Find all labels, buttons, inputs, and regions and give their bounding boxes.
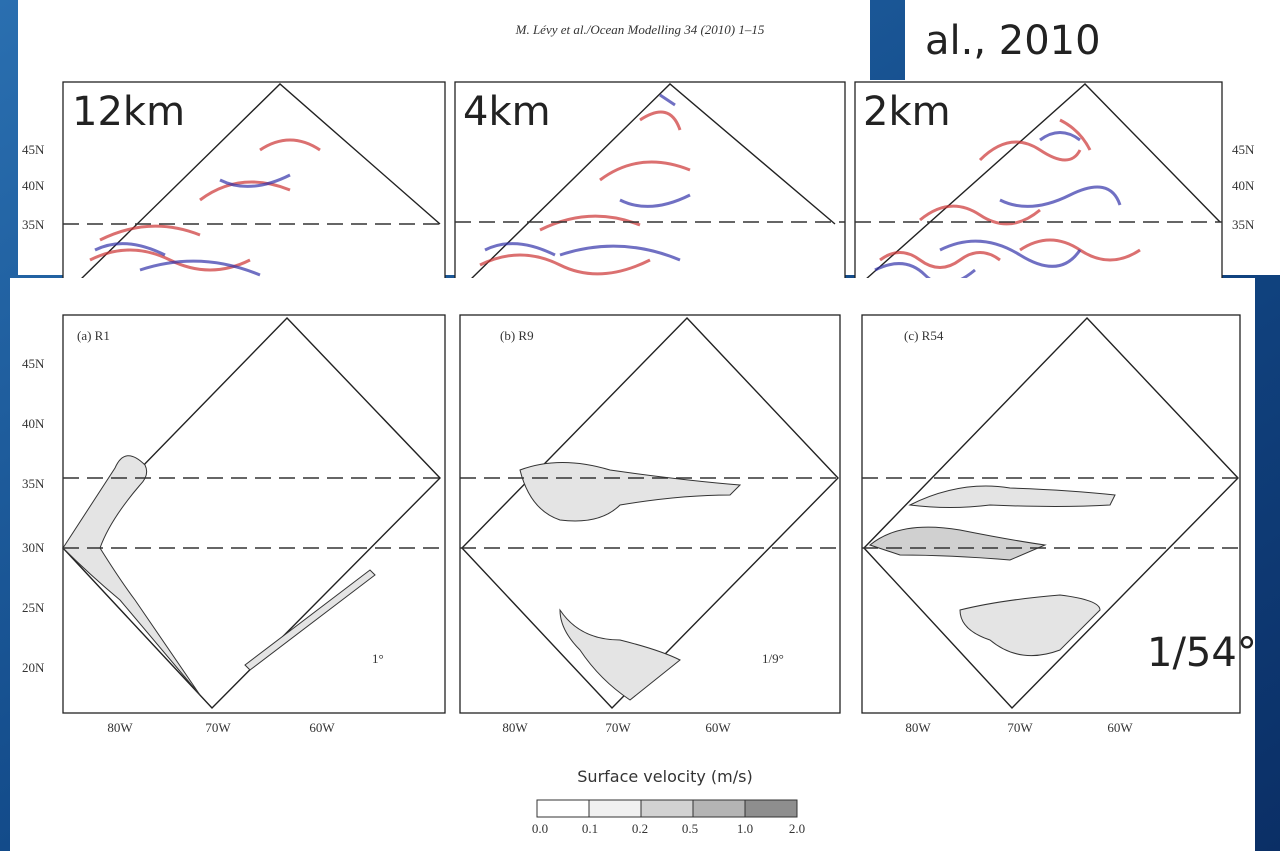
run-label: (a) R1	[77, 328, 110, 343]
lat-label: 25N	[22, 600, 45, 615]
lat-label: 45N	[1232, 142, 1255, 157]
lat-label: 35N	[22, 217, 45, 232]
colorbar-label: 0.1	[582, 821, 598, 836]
colorbar-label: 0.5	[682, 821, 698, 836]
lon-label: 70W	[1007, 720, 1033, 735]
lon-label: 80W	[905, 720, 931, 735]
run-label: (b) R9	[500, 328, 534, 343]
slide: M. Lévy et al./Ocean Modelling 34 (2010)…	[0, 0, 1280, 851]
colorbar-segment	[693, 800, 745, 817]
panel: (c) R54 1/54° 80W 70W 60W	[862, 315, 1257, 735]
panel: (b) R9 1/9° 80W 70W 60W	[460, 315, 840, 735]
colorbar-label: 1.0	[737, 821, 753, 836]
lon-label: 70W	[605, 720, 631, 735]
resolution-label: 1/9°	[762, 651, 784, 666]
lon-label: 60W	[705, 720, 731, 735]
colorbar-segment	[745, 800, 797, 817]
colorbar-segment	[641, 800, 693, 817]
journal-header: M. Lévy et al./Ocean Modelling 34 (2010)…	[515, 22, 765, 37]
colorbar-label: 2.0	[789, 821, 805, 836]
lat-label: 40N	[22, 178, 45, 193]
colorbar-segment	[589, 800, 641, 817]
colorbar-title: Surface velocity (m/s)	[577, 767, 752, 786]
lon-label: 70W	[205, 720, 231, 735]
lon-label: 80W	[502, 720, 528, 735]
panel-label: 12km	[72, 89, 185, 135]
lat-label: 40N	[1232, 178, 1255, 193]
panel: 2km	[855, 82, 1222, 284]
top-figure: M. Lévy et al./Ocean Modelling 34 (2010)…	[18, 0, 1280, 284]
panel-frame	[63, 315, 445, 713]
lon-label: 80W	[107, 720, 133, 735]
lon-label: 60W	[309, 720, 335, 735]
run-label: (c) R54	[904, 328, 944, 343]
lat-label: 45N	[22, 142, 45, 157]
panel: (a) R1 1° 80W 70W 60W	[63, 315, 445, 735]
lat-label: 40N	[22, 416, 45, 431]
lat-label: 35N	[22, 476, 45, 491]
colorbar-label: 0.2	[632, 821, 648, 836]
lat-label: 35N	[1232, 217, 1255, 232]
panel-label: 2km	[863, 89, 951, 135]
resolution-label: 1/54°	[1147, 630, 1257, 676]
resolution-label: 1°	[372, 651, 384, 666]
colorbar-label: 0.0	[532, 821, 548, 836]
panel-label: 4km	[463, 89, 551, 135]
lat-label: 30N	[22, 540, 45, 555]
lon-label: 60W	[1107, 720, 1133, 735]
bottom-figure: 45N 40N 35N 30N 25N 20N (a) R1 1° 80W 70…	[10, 278, 1257, 851]
citation: al., 2010	[925, 18, 1101, 64]
lat-label: 20N	[22, 660, 45, 675]
panel: 4km	[455, 82, 845, 282]
colorbar-segment	[537, 800, 589, 817]
lat-label: 45N	[22, 356, 45, 371]
panel: 12km	[63, 82, 445, 282]
